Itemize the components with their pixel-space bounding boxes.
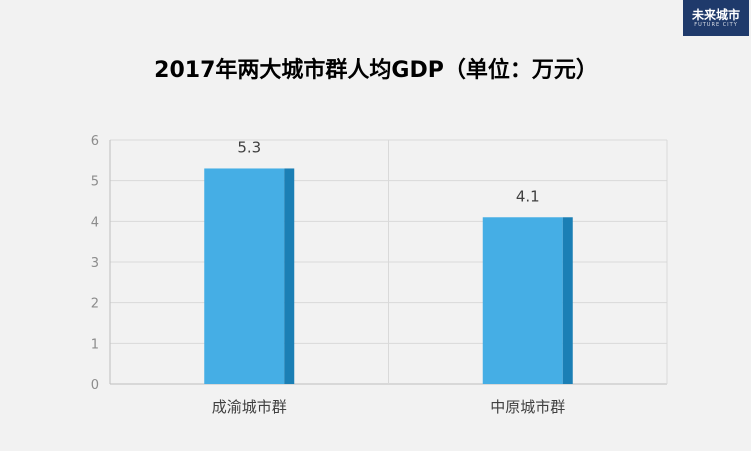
bar-side <box>562 217 573 384</box>
x-tick-label: 中原城市群 <box>490 398 565 416</box>
data-label: 5.3 <box>237 138 261 156</box>
y-tick-label: 4 <box>91 215 99 230</box>
data-label: 4.1 <box>516 187 540 205</box>
chart-title: 2017年两大城市群人均GDP（单位：万元） <box>154 58 598 83</box>
brand-logo-text: 未来城市 <box>691 7 740 22</box>
y-tick-label: 2 <box>91 297 99 312</box>
brand-logo-subtext: FUTURE CITY <box>694 21 738 28</box>
x-tick-label: 成渝城市群 <box>212 398 287 416</box>
bar <box>482 217 563 384</box>
y-tick-label: 5 <box>91 175 99 190</box>
y-tick-label: 6 <box>91 134 99 149</box>
brand-logo: 未来城市 FUTURE CITY <box>683 0 749 36</box>
y-tick-label: 0 <box>91 378 99 393</box>
y-tick-label: 3 <box>91 256 99 271</box>
bar-side <box>284 168 295 384</box>
bar <box>204 168 285 384</box>
y-tick-label: 1 <box>91 337 99 352</box>
